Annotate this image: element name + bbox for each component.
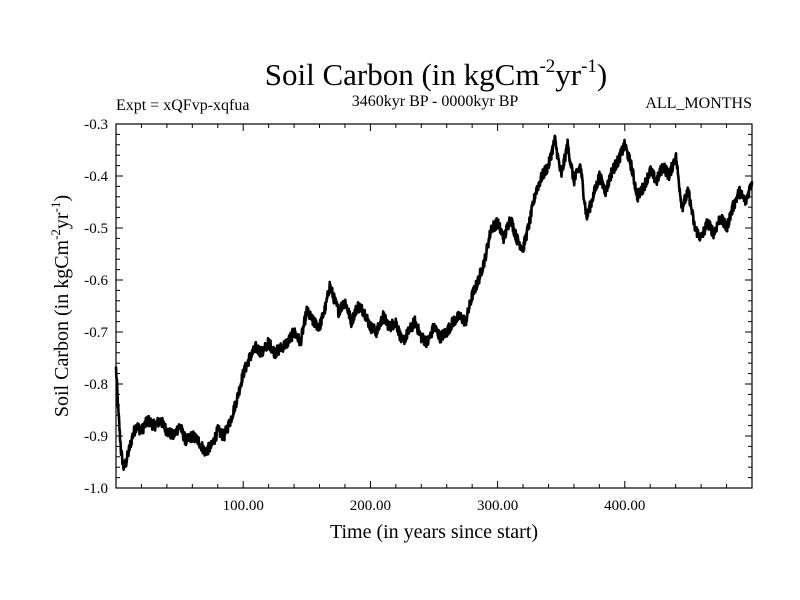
chart-title: Soil Carbon (in kgCm-2yr-1) (265, 56, 608, 92)
series-line-soil-carbon (114, 134, 754, 471)
months-label: ALL_MONTHS (645, 95, 752, 112)
x-tick-label: 300.00 (477, 498, 518, 514)
x-tick-label: 200.00 (350, 498, 391, 514)
x-tick-label: 100.00 (223, 498, 264, 514)
x-tick-label: 400.00 (604, 498, 645, 514)
y-tick-labels: -1.0 -0.9 -0.8 -0.7 -0.6 -0.5 -0.4 -0.3 (84, 117, 108, 497)
y-tick-label: -0.5 (84, 221, 108, 237)
y-tick-label: -0.6 (84, 273, 108, 289)
x-axis-label: Time (in years since start) (330, 521, 538, 543)
y-tick-label: -0.7 (84, 325, 108, 341)
y-tick-label: -0.9 (84, 429, 108, 445)
experiment-label: Expt = xQFvp-xqfua (116, 97, 249, 114)
y-tick-label: -1.0 (84, 481, 108, 497)
time-range-label: 3460kyr BP - 0000kyr BP (352, 93, 519, 110)
plot-frame (115, 123, 753, 489)
x-tick-labels: 100.00 200.00 300.00 400.00 (223, 498, 646, 514)
axis-ticks (115, 123, 753, 489)
y-tick-label: -0.8 (84, 377, 108, 393)
y-tick-label: -0.3 (84, 117, 108, 133)
y-tick-label: -0.4 (84, 169, 108, 185)
y-axis-label: Soil Carbon (in kgCm-2yr-1) (48, 195, 73, 417)
